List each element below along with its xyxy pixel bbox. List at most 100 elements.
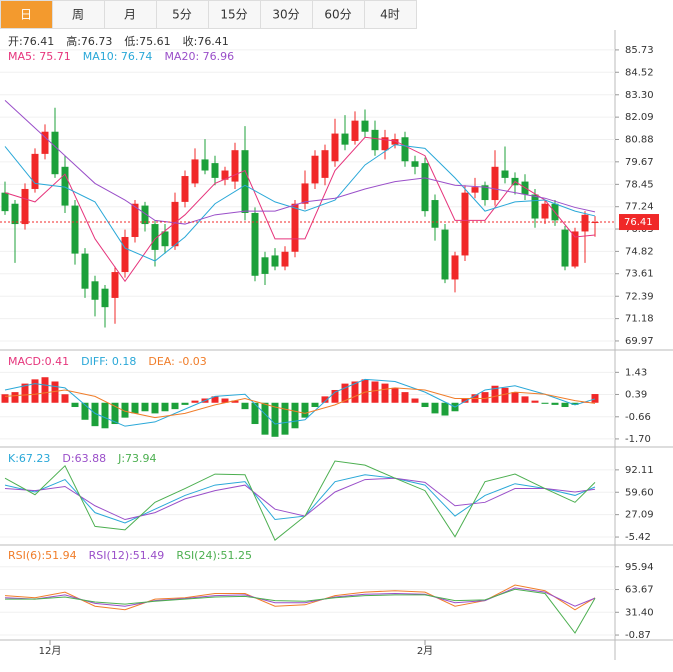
candle-body bbox=[151, 224, 159, 250]
tab-button[interactable] bbox=[312, 0, 365, 29]
tab-button[interactable] bbox=[104, 0, 157, 29]
macd-bar bbox=[431, 402, 439, 414]
indicator-line bbox=[5, 588, 596, 634]
legend-item: J:73.94 bbox=[117, 452, 156, 465]
tab-label[interactable]: 5分 bbox=[172, 8, 192, 22]
candle-body bbox=[241, 150, 249, 213]
macd-bar bbox=[221, 398, 229, 403]
tab-label[interactable]: 15分 bbox=[220, 8, 247, 22]
candle-body bbox=[111, 272, 119, 298]
macd-bar bbox=[401, 392, 409, 403]
y-tick-label: 84.52 bbox=[625, 67, 654, 78]
tab-label[interactable]: 月 bbox=[124, 8, 136, 22]
candle-body bbox=[501, 170, 509, 178]
macd-bar bbox=[51, 381, 59, 403]
macd-bar bbox=[311, 402, 319, 408]
tab-label[interactable]: 日 bbox=[20, 8, 32, 22]
macd-bar bbox=[171, 402, 179, 410]
candle-body bbox=[321, 150, 329, 178]
macd-bar bbox=[521, 396, 529, 403]
candle-body bbox=[481, 185, 489, 201]
tab-label[interactable]: 4时 bbox=[380, 8, 400, 22]
macd-bar bbox=[391, 387, 399, 403]
y-tick-label: 71.18 bbox=[625, 314, 654, 325]
tab-label[interactable]: 周 bbox=[72, 8, 84, 22]
candle-body bbox=[541, 203, 549, 219]
candle-body bbox=[371, 129, 379, 151]
candle-body bbox=[591, 222, 599, 224]
x-tick-label: 2月 bbox=[417, 645, 433, 657]
candle-body bbox=[251, 212, 259, 276]
candle-body bbox=[191, 159, 199, 184]
candle-body bbox=[341, 133, 349, 145]
candle-body bbox=[81, 253, 89, 289]
candle-body bbox=[21, 188, 29, 225]
macd-bar bbox=[11, 392, 19, 403]
candle-body bbox=[11, 203, 19, 225]
legend-item: DIFF: 0.18 bbox=[81, 355, 136, 368]
y-tick-label: 83.30 bbox=[625, 90, 654, 101]
legend-item: 低:75.61 bbox=[124, 35, 170, 48]
macd-bar bbox=[501, 387, 509, 403]
candle-body bbox=[401, 137, 409, 162]
candle-body bbox=[61, 166, 69, 206]
indicator-line bbox=[4, 584, 596, 611]
macd-bar bbox=[561, 402, 569, 408]
macd-bar bbox=[121, 402, 129, 418]
candle-body bbox=[411, 161, 419, 167]
macd-bar bbox=[531, 400, 539, 403]
candle-body bbox=[121, 236, 129, 273]
candle-body bbox=[101, 288, 109, 308]
macd-bar bbox=[111, 402, 119, 425]
candle-body bbox=[361, 120, 369, 132]
legend-item: 开:76.41 bbox=[8, 35, 54, 48]
macd-bar bbox=[361, 379, 369, 403]
candle-body bbox=[261, 257, 269, 274]
tab-button[interactable] bbox=[364, 0, 417, 29]
indicator-line bbox=[4, 387, 596, 419]
y-tick-label: 59.60 bbox=[625, 487, 654, 498]
macd-bar bbox=[81, 402, 89, 420]
tab-button[interactable] bbox=[208, 0, 261, 29]
candle-body bbox=[291, 203, 299, 252]
indicator-line bbox=[4, 587, 596, 607]
indicator-line bbox=[4, 136, 596, 283]
y-tick-label: -0.87 bbox=[625, 630, 651, 641]
candle-body bbox=[221, 170, 229, 180]
candle-body bbox=[451, 255, 459, 280]
candle-body bbox=[471, 187, 479, 193]
candle-body bbox=[421, 163, 429, 212]
candle-body bbox=[531, 194, 539, 219]
macd-bar bbox=[331, 389, 339, 403]
candle-body bbox=[141, 205, 149, 225]
macd-bar bbox=[31, 379, 39, 403]
macd-bar bbox=[91, 402, 99, 427]
y-tick-label: 1.43 bbox=[625, 367, 647, 378]
y-tick-label: 27.09 bbox=[625, 510, 654, 521]
candle-body bbox=[491, 166, 499, 201]
y-tick-label: -1.70 bbox=[625, 434, 651, 445]
macd-bar bbox=[251, 402, 259, 425]
candle-body bbox=[441, 229, 449, 280]
macd-bar bbox=[491, 385, 499, 403]
indicator-line bbox=[4, 378, 596, 427]
current-price-box bbox=[619, 214, 659, 231]
macd-bar bbox=[421, 402, 429, 408]
macd-bar bbox=[281, 402, 289, 435]
tab-label[interactable]: 60分 bbox=[324, 8, 351, 22]
y-tick-label: 72.39 bbox=[625, 291, 654, 302]
candle-body bbox=[271, 255, 279, 267]
tab-label[interactable]: 30分 bbox=[272, 8, 299, 22]
indicator-line bbox=[4, 99, 596, 225]
indicator-line bbox=[4, 144, 596, 262]
tab-button[interactable] bbox=[0, 0, 53, 29]
macd-bar bbox=[441, 402, 449, 416]
candle-body bbox=[41, 131, 49, 154]
macd-bar bbox=[551, 402, 559, 405]
macd-bar bbox=[351, 381, 359, 403]
candle-body bbox=[201, 159, 209, 171]
legend-item: K:67.23 bbox=[8, 452, 50, 465]
candle-body bbox=[571, 231, 579, 267]
